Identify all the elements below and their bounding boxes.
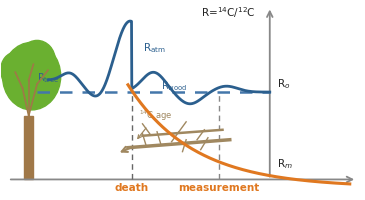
Text: R$_{\rm wood}$: R$_{\rm wood}$ — [161, 79, 187, 93]
Text: R=$^{14}$C/$^{12}$C: R=$^{14}$C/$^{12}$C — [200, 5, 255, 20]
Ellipse shape — [1, 52, 30, 88]
Text: R$_{\rm atm}$: R$_{\rm atm}$ — [142, 41, 166, 55]
Text: R$_m$: R$_m$ — [277, 157, 293, 171]
Text: death: death — [115, 183, 149, 193]
Text: R$_{\rm tree}$: R$_{\rm tree}$ — [37, 71, 59, 85]
Text: $^{14}$C age: $^{14}$C age — [138, 109, 172, 138]
Ellipse shape — [3, 42, 61, 110]
Bar — [24, 116, 34, 179]
Text: measurement: measurement — [178, 183, 260, 193]
Text: R$_o$: R$_o$ — [277, 77, 291, 91]
Ellipse shape — [19, 40, 55, 80]
